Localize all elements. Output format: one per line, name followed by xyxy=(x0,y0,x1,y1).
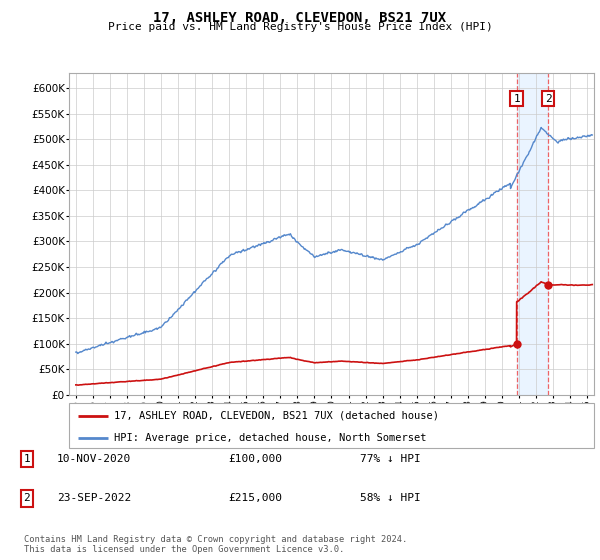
Text: £215,000: £215,000 xyxy=(228,493,282,503)
Text: Contains HM Land Registry data © Crown copyright and database right 2024.
This d: Contains HM Land Registry data © Crown c… xyxy=(24,535,407,554)
Text: 77% ↓ HPI: 77% ↓ HPI xyxy=(360,454,421,464)
Text: 17, ASHLEY ROAD, CLEVEDON, BS21 7UX (detached house): 17, ASHLEY ROAD, CLEVEDON, BS21 7UX (det… xyxy=(113,410,439,421)
Text: Price paid vs. HM Land Registry's House Price Index (HPI): Price paid vs. HM Land Registry's House … xyxy=(107,22,493,32)
Text: 2: 2 xyxy=(545,94,551,104)
Text: 1: 1 xyxy=(513,94,520,104)
Text: £100,000: £100,000 xyxy=(228,454,282,464)
Text: HPI: Average price, detached house, North Somerset: HPI: Average price, detached house, Nort… xyxy=(113,433,426,443)
Bar xyxy=(517,73,548,395)
Text: 2: 2 xyxy=(23,493,31,503)
Text: 10-NOV-2020: 10-NOV-2020 xyxy=(57,454,131,464)
Text: 17, ASHLEY ROAD, CLEVEDON, BS21 7UX: 17, ASHLEY ROAD, CLEVEDON, BS21 7UX xyxy=(154,11,446,25)
Text: 1: 1 xyxy=(23,454,31,464)
Text: 23-SEP-2022: 23-SEP-2022 xyxy=(57,493,131,503)
Text: 58% ↓ HPI: 58% ↓ HPI xyxy=(360,493,421,503)
